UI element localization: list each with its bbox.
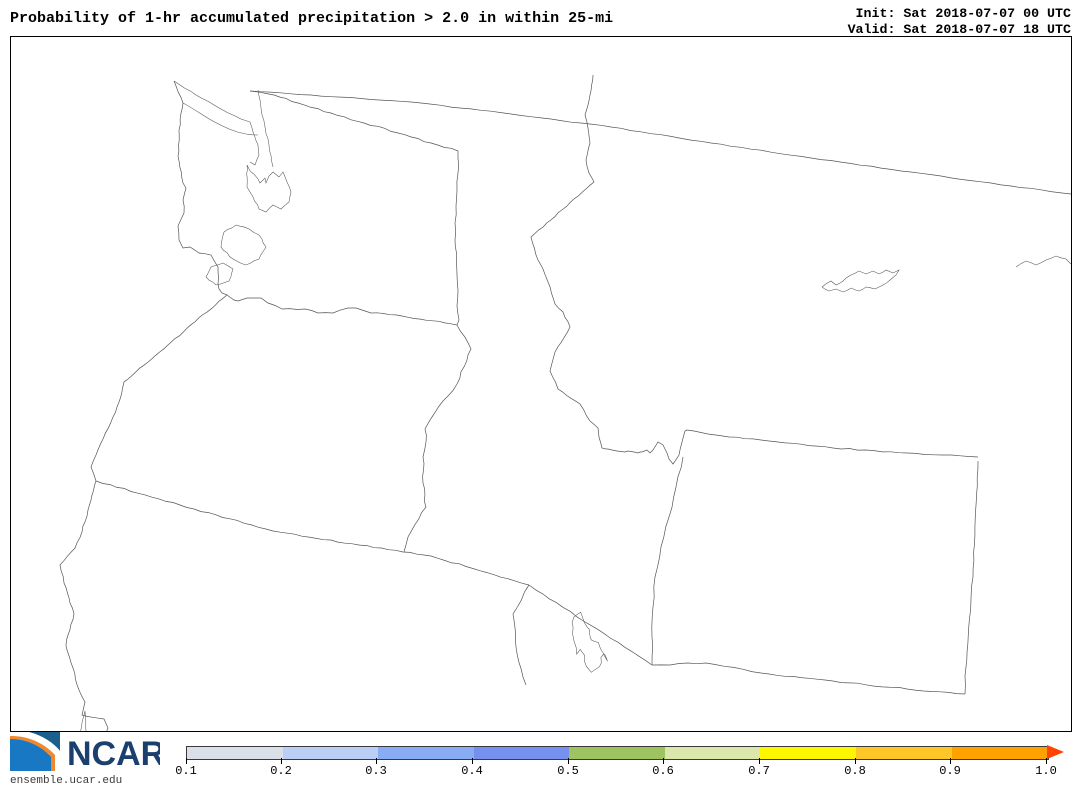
svg-text:NCAR: NCAR — [67, 735, 160, 772]
